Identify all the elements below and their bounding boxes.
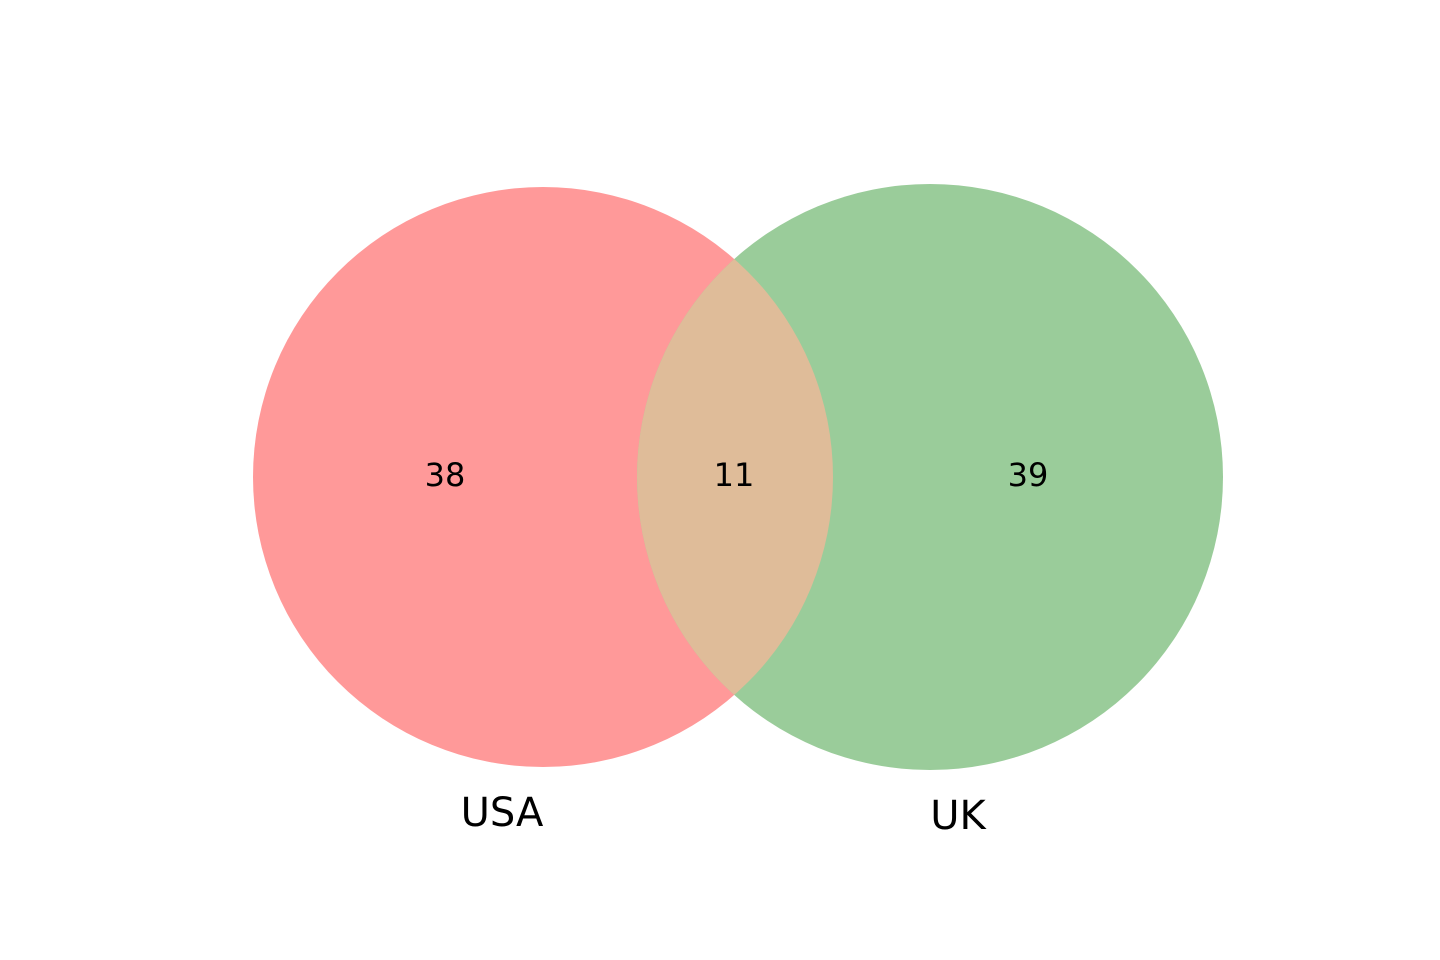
uk-only-count: 39 [1008, 456, 1049, 494]
usa-set-label: USA [461, 790, 544, 836]
uk-set-label: UK [930, 793, 987, 839]
intersection-region [637, 187, 833, 767]
intersection-count: 11 [714, 456, 755, 494]
usa-only-count: 38 [425, 456, 466, 494]
